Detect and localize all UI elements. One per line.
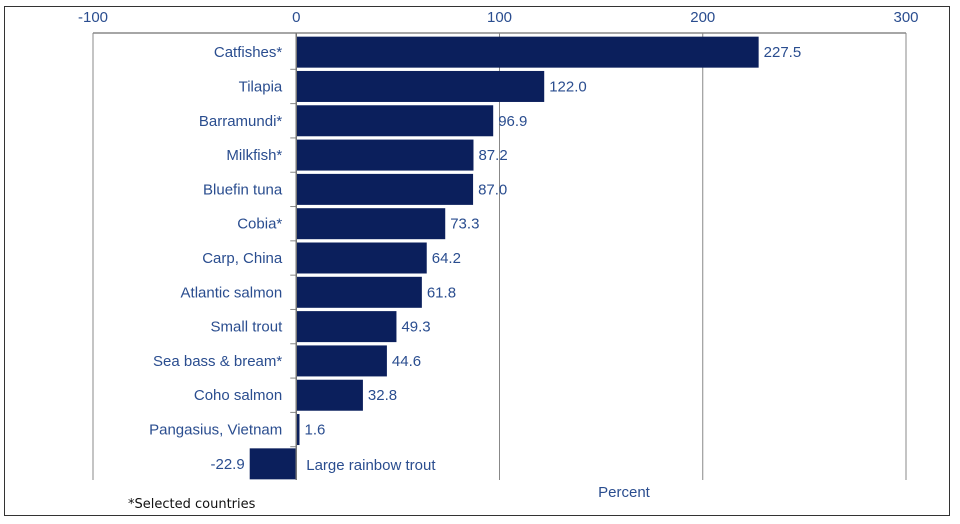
bar [296, 208, 446, 240]
category-label: Milkfish* [226, 147, 282, 164]
footnote: *Selected countries [128, 497, 256, 512]
category-label: Barramundi* [199, 113, 283, 130]
data-label: 73.3 [450, 216, 479, 233]
category-label: Sea bass & bream* [153, 353, 282, 370]
data-label: -22.9 [211, 456, 245, 473]
bar [296, 276, 422, 308]
data-label: 87.2 [478, 147, 507, 164]
bar [296, 139, 474, 171]
category-label: Small trout [211, 319, 284, 336]
data-label: 1.6 [305, 422, 326, 439]
category-label: Atlantic salmon [181, 284, 283, 301]
chart-frame [4, 6, 950, 516]
data-label: 227.5 [764, 44, 802, 61]
bar [249, 448, 297, 480]
data-label: 49.3 [401, 319, 430, 336]
category-label: Coho salmon [194, 387, 282, 404]
bar [296, 36, 759, 68]
category-label: Tilapia [239, 78, 283, 95]
x-tick-label: 0 [292, 9, 300, 26]
data-label: 64.2 [432, 250, 461, 267]
bar [296, 70, 545, 102]
category-label: Catfishes* [214, 44, 283, 61]
bar [296, 242, 427, 274]
bar [296, 173, 474, 205]
bar [296, 345, 387, 377]
x-tick-label: 100 [487, 9, 512, 26]
category-label: Large rainbow trout [306, 457, 436, 474]
data-label: 32.8 [368, 387, 397, 404]
bar [296, 379, 363, 411]
category-label: Pangasius, Vietnam [149, 422, 282, 439]
data-label: 87.0 [478, 181, 507, 198]
bar [296, 311, 397, 343]
x-tick-label: 200 [690, 9, 715, 26]
data-label: 61.8 [427, 284, 456, 301]
bar [296, 414, 300, 446]
x-tick-label: 300 [893, 9, 918, 26]
category-label: Cobia* [237, 216, 282, 233]
x-axis-title: Percent [598, 484, 651, 501]
data-label: 96.9 [498, 113, 527, 130]
category-label: Bluefin tuna [203, 181, 283, 198]
data-label: 44.6 [392, 353, 421, 370]
data-label: 122.0 [549, 78, 587, 95]
category-label: Carp, China [202, 250, 283, 267]
bar [296, 105, 494, 137]
x-tick-label: -100 [78, 9, 108, 26]
